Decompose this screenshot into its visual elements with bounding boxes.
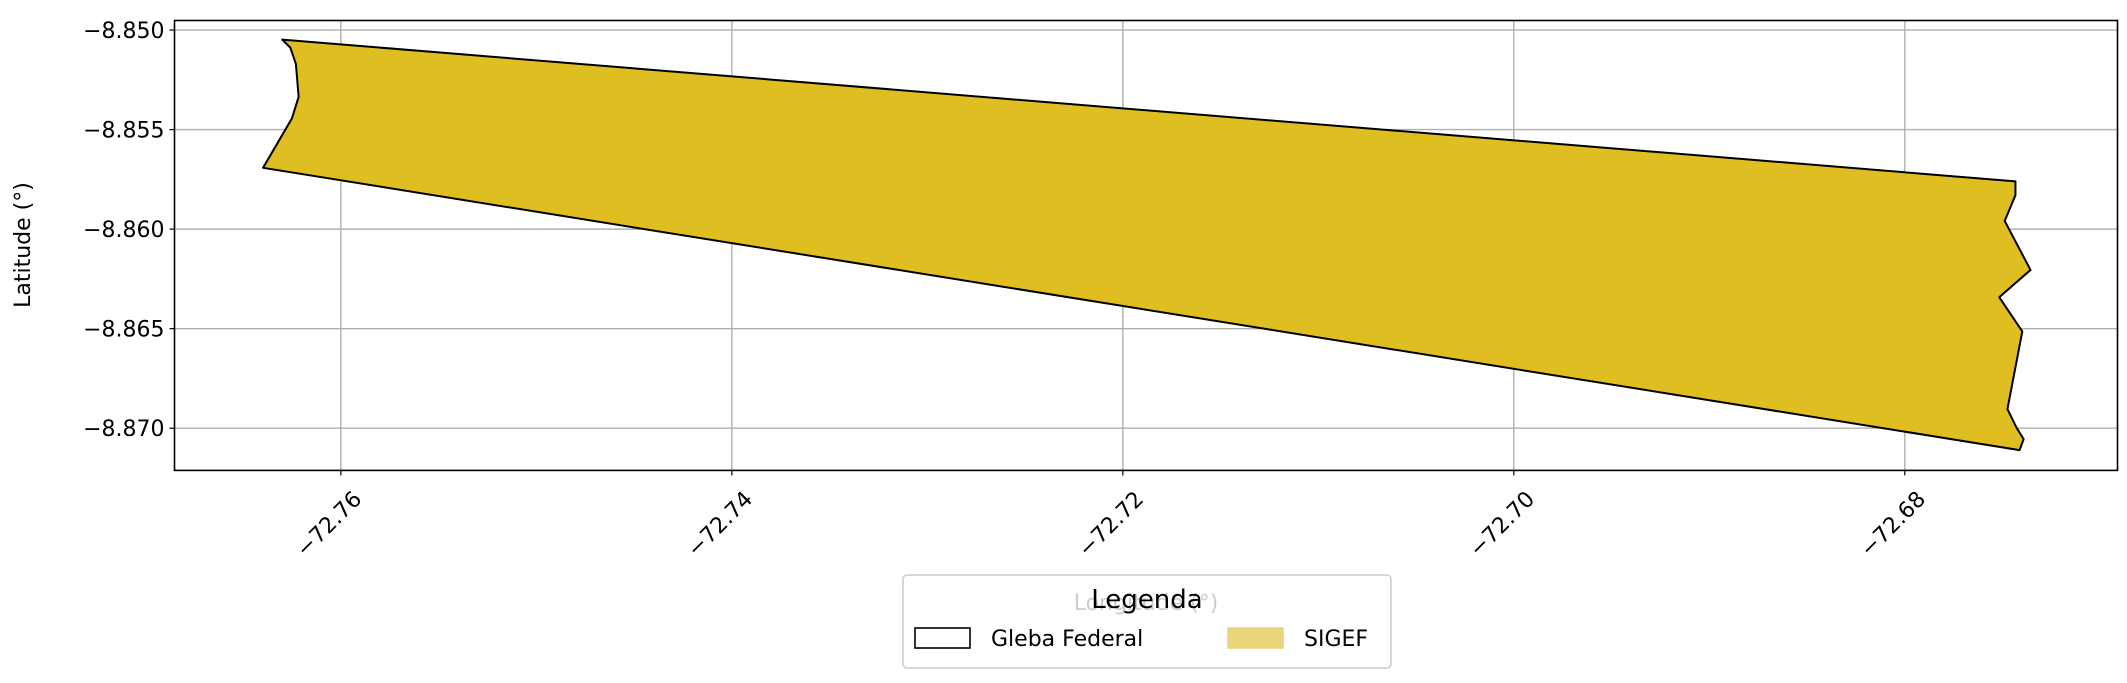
x-tick-label: −72.74 [683,487,758,562]
y-tick-label: −8.850 [83,19,164,44]
x-tick-label: −72.72 [1074,487,1149,562]
legend-title: Legenda [1091,585,1202,615]
x-tick-label: −72.70 [1465,487,1540,562]
y-tick-label: −8.855 [83,119,164,144]
x-tick-label: −72.68 [1856,487,1931,562]
polygon [262,38,2032,452]
legend-label: Gleba Federal [991,627,1143,652]
y-tick-label: −8.865 [83,318,164,343]
legend-swatch [1227,627,1284,649]
plot-frame [173,19,2119,472]
legend-swatch [914,627,971,649]
x-tick-label: −72.76 [292,487,367,562]
y-tick-label: −8.870 [83,417,164,442]
legend-label: SIGEF [1304,627,1368,652]
y-axis-label: Latitude (°) [11,182,36,308]
y-tick-label: −8.860 [83,218,164,243]
